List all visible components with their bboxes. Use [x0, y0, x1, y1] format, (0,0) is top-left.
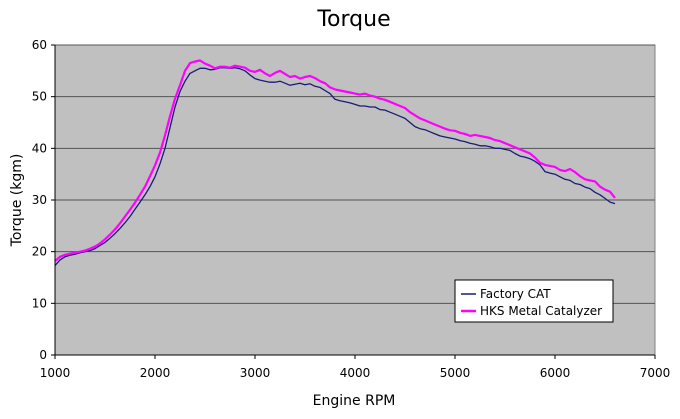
- series-lines: [54, 59, 616, 267]
- x-axis-title: Engine RPM: [313, 393, 396, 409]
- y-tick-label: 10: [32, 296, 47, 310]
- x-tick-label: 3000: [240, 366, 271, 380]
- y-tick-label: 30: [32, 193, 47, 207]
- x-tick-label: 5000: [440, 366, 471, 380]
- y-tick-label: 50: [32, 90, 47, 104]
- x-tick-label: 4000: [340, 366, 371, 380]
- legend-box: [454, 279, 614, 323]
- x-tick-label: 1000: [40, 366, 71, 380]
- series-line-hks-metal-catalyzer: [54, 59, 616, 262]
- legend: Factory CAT HKS Metal Catalyzer: [454, 279, 614, 323]
- y-tick-label: 60: [32, 38, 47, 52]
- y-tick-label: 40: [32, 141, 47, 155]
- legend-label-hks-metal-catalyzer: HKS Metal Catalyzer: [480, 304, 602, 318]
- series-line-factory-cat: [54, 67, 616, 267]
- x-tick-label: 6000: [540, 366, 571, 380]
- y-tick-label: 0: [39, 348, 47, 362]
- y-tick-label: 20: [32, 245, 47, 259]
- chart-title: Torque: [316, 7, 390, 32]
- x-tick-label: 2000: [140, 366, 171, 380]
- y-ticks: 0 10 20 30 40 50 60: [32, 38, 55, 362]
- x-ticks: 1000 2000 3000 4000 5000 6000 7000: [40, 355, 671, 380]
- y-axis-title: Torque (kgm): [9, 154, 25, 248]
- legend-label-factory-cat: Factory CAT: [480, 287, 551, 301]
- x-tick-label: 7000: [640, 366, 671, 380]
